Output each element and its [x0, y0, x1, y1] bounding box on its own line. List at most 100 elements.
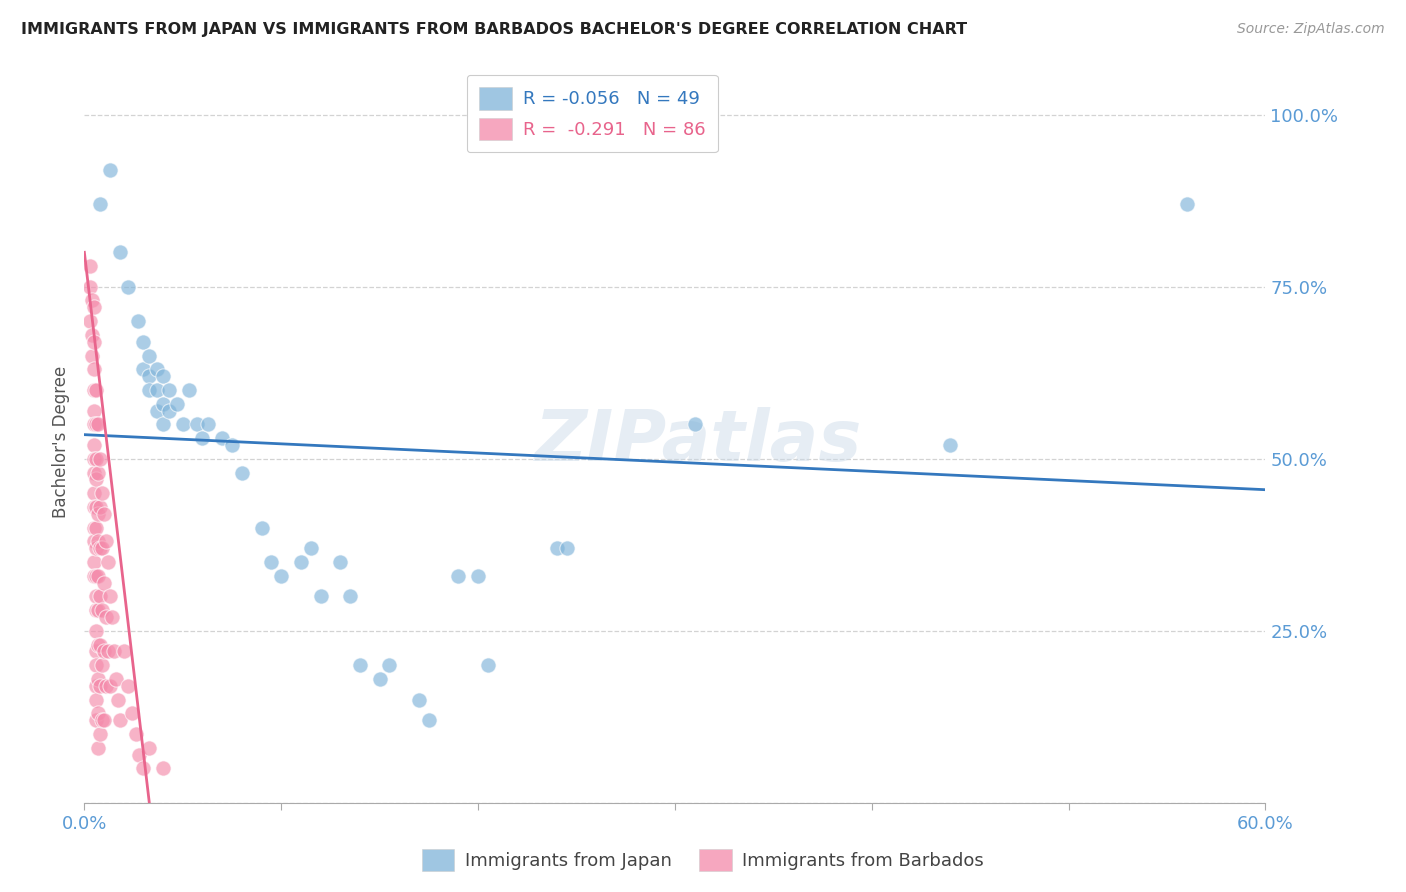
Point	[83, 451, 105, 466]
Point	[124, 727, 146, 741]
Legend: Immigrants from Japan, Immigrants from Barbados: Immigrants from Japan, Immigrants from B…	[415, 842, 991, 879]
Point	[112, 644, 135, 658]
Point	[83, 403, 105, 417]
Point	[98, 590, 121, 604]
Point	[172, 417, 194, 432]
Point	[83, 383, 105, 397]
Point	[94, 679, 117, 693]
Point	[87, 466, 110, 480]
Point	[132, 761, 155, 775]
Point	[83, 534, 105, 549]
Point	[84, 590, 107, 604]
Point	[546, 541, 568, 556]
Point	[87, 638, 110, 652]
Point	[89, 500, 111, 514]
Point	[132, 334, 155, 349]
Point	[197, 417, 219, 432]
Point	[132, 362, 155, 376]
Point	[104, 672, 127, 686]
Point	[117, 279, 139, 293]
Point	[89, 451, 111, 466]
Point	[84, 541, 107, 556]
Point	[299, 541, 322, 556]
Text: IMMIGRANTS FROM JAPAN VS IMMIGRANTS FROM BARBADOS BACHELOR'S DEGREE CORRELATION : IMMIGRANTS FROM JAPAN VS IMMIGRANTS FROM…	[21, 22, 967, 37]
Point	[89, 197, 111, 211]
Point	[84, 624, 107, 638]
Point	[221, 438, 243, 452]
Point	[84, 644, 107, 658]
Point	[91, 486, 114, 500]
Point	[79, 279, 101, 293]
Point	[83, 486, 105, 500]
Point	[91, 603, 114, 617]
Point	[97, 555, 120, 569]
Point	[108, 245, 131, 260]
Point	[260, 555, 283, 569]
Point	[91, 541, 114, 556]
Point	[339, 590, 361, 604]
Point	[84, 679, 107, 693]
Point	[121, 706, 143, 721]
Point	[186, 417, 208, 432]
Point	[84, 520, 107, 534]
Point	[83, 334, 105, 349]
Point	[683, 417, 706, 432]
Point	[127, 314, 149, 328]
Point	[84, 603, 107, 617]
Point	[555, 541, 578, 556]
Point	[250, 520, 273, 534]
Point	[191, 431, 214, 445]
Point	[939, 438, 962, 452]
Point	[84, 713, 107, 727]
Point	[91, 713, 114, 727]
Point	[329, 555, 352, 569]
Point	[84, 692, 107, 706]
Point	[152, 397, 174, 411]
Point	[83, 417, 105, 432]
Point	[89, 679, 111, 693]
Point	[83, 466, 105, 480]
Point	[418, 713, 440, 727]
Y-axis label: Bachelor's Degree: Bachelor's Degree	[52, 366, 70, 517]
Point	[82, 349, 104, 363]
Point	[83, 438, 105, 452]
Point	[87, 672, 110, 686]
Point	[98, 162, 121, 177]
Point	[93, 575, 115, 590]
Point	[87, 603, 110, 617]
Point	[477, 658, 499, 673]
Point	[166, 397, 188, 411]
Point	[309, 590, 332, 604]
Point	[87, 568, 110, 582]
Point	[83, 500, 105, 514]
Point	[83, 362, 105, 376]
Point	[83, 568, 105, 582]
Point	[87, 706, 110, 721]
Point	[349, 658, 371, 673]
Point	[157, 383, 180, 397]
Point	[93, 713, 115, 727]
Point	[146, 383, 169, 397]
Point	[84, 568, 107, 582]
Legend: R = -0.056   N = 49, R =  -0.291   N = 86: R = -0.056 N = 49, R = -0.291 N = 86	[467, 75, 718, 153]
Point	[146, 403, 169, 417]
Point	[79, 259, 101, 273]
Point	[84, 658, 107, 673]
Point	[89, 590, 111, 604]
Point	[368, 672, 391, 686]
Point	[84, 451, 107, 466]
Point	[152, 417, 174, 432]
Point	[79, 314, 101, 328]
Point	[89, 541, 111, 556]
Point	[83, 301, 105, 315]
Point	[138, 369, 160, 384]
Point	[94, 610, 117, 624]
Point	[87, 740, 110, 755]
Point	[211, 431, 233, 445]
Point	[84, 383, 107, 397]
Point	[270, 568, 292, 582]
Point	[98, 679, 121, 693]
Point	[89, 638, 111, 652]
Point	[138, 383, 160, 397]
Point	[83, 520, 105, 534]
